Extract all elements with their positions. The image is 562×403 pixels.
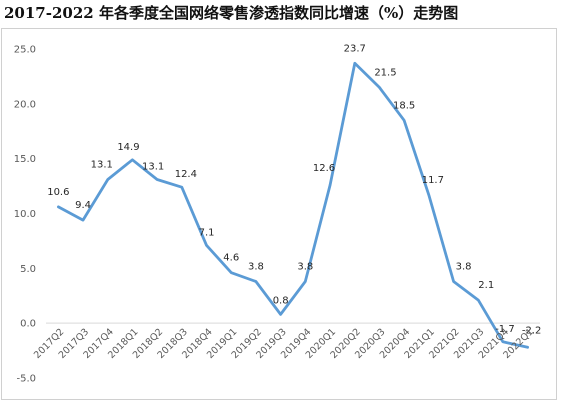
data-label: 4.6: [223, 253, 239, 264]
y-tick-label: -5.0: [16, 374, 36, 385]
y-tick-label: 15.0: [14, 154, 36, 165]
data-label: 23.7: [344, 43, 366, 54]
data-label: 12.6: [313, 163, 335, 174]
y-axis-ticks: 25.0 20.0 15.0 10.0 5.0 0.0 -5.0: [14, 45, 36, 385]
data-label: -1.7: [495, 324, 515, 335]
y-tick-label: 20.0: [14, 99, 36, 110]
data-label: 13.1: [91, 160, 113, 171]
data-label: 9.4: [75, 200, 91, 211]
data-label: 13.1: [142, 162, 164, 173]
data-label: 0.8: [273, 295, 289, 306]
data-label: 18.5: [393, 100, 415, 111]
data-label: 3.8: [297, 261, 313, 272]
data-label: 3.8: [456, 261, 472, 272]
data-label: -2.2: [522, 325, 542, 336]
data-label: 12.4: [175, 169, 197, 180]
chart-title: 2017-2022 年各季度全国网络零售渗透指数同比增速（%）走势图: [4, 4, 459, 22]
data-label: 14.9: [117, 142, 139, 153]
series-line: [57, 61, 529, 349]
data-label: 7.1: [199, 227, 215, 238]
plot-frame: [1, 28, 557, 400]
data-label: 3.8: [248, 261, 264, 272]
y-tick-label: 10.0: [14, 209, 36, 220]
data-label: 21.5: [374, 67, 396, 78]
y-tick-label: 25.0: [14, 45, 36, 56]
data-label: 11.7: [422, 175, 444, 186]
series-group: [57, 61, 529, 349]
data-label: 10.6: [47, 187, 69, 198]
x-axis-ticks: 2017Q22017Q32017Q42018Q12018Q22018Q32018…: [32, 327, 536, 361]
data-labels: 10.69.413.114.913.112.47.14.63.80.83.812…: [47, 43, 542, 348]
data-label: 2.1: [478, 280, 494, 291]
y-tick-label: 0.0: [20, 319, 36, 330]
y-tick-label: 5.0: [20, 264, 36, 275]
